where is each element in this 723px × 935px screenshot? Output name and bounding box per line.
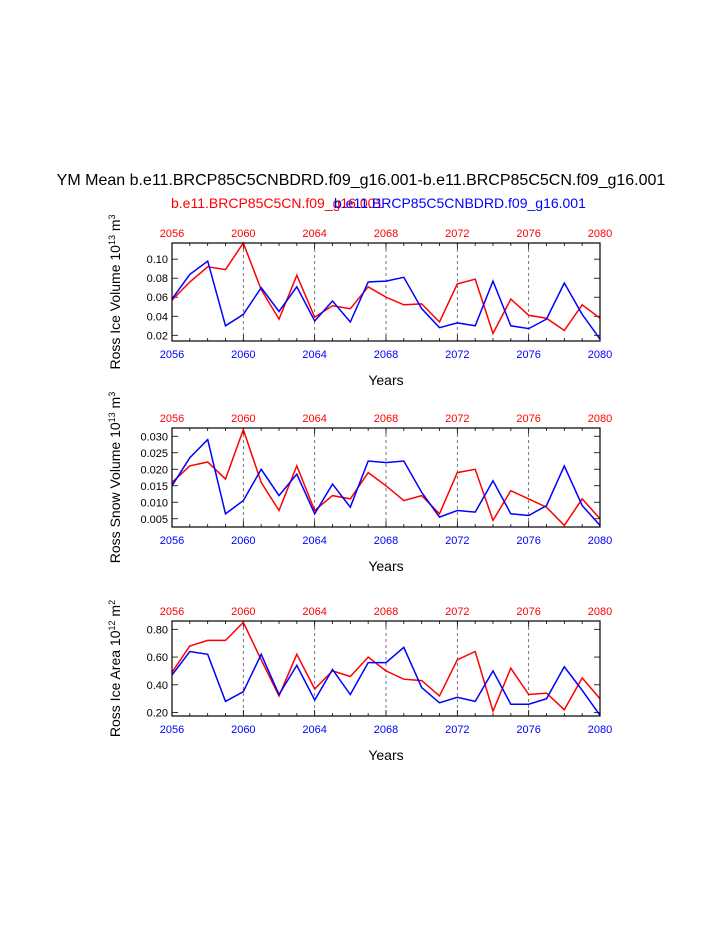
y-tick-label: 0.20: [147, 708, 168, 720]
x-tick-label-bottom: 2064: [302, 724, 326, 736]
y-tick-label: 0.10: [147, 254, 168, 266]
x-tick-label-bottom: 2076: [516, 535, 540, 547]
x-tick-label-bottom: 2060: [231, 349, 255, 361]
x-tick-label-top: 2060: [231, 413, 255, 425]
chart-panel-1: 0.02 0.04 0.06 0.08 0.10 2056 2056 2060 2060 2064…: [107, 214, 612, 388]
y-axis-label: Ross Snow Volume 1013 m3: [107, 392, 123, 563]
y-tick-label: 0.40: [147, 680, 168, 692]
series-line-blue: [171, 646, 601, 716]
x-tick-label-bottom: 2060: [231, 724, 255, 736]
x-tick-label-top: 2072: [445, 413, 469, 425]
x-tick-label-top: 2076: [516, 228, 540, 240]
x-tick-label-bottom: 2068: [374, 535, 398, 547]
x-tick-label-top: 2076: [516, 606, 540, 618]
chart-panels: 0.02 0.04 0.06 0.08 0.10 2056 2056 2060 2060 2064…: [107, 214, 612, 763]
plot-frame: [171, 242, 601, 342]
y-tick-label: 0.08: [147, 273, 168, 285]
x-tick-label-top: 2072: [445, 606, 469, 618]
series-line-blue: [171, 438, 601, 526]
y-tick-label: 0.80: [147, 624, 168, 636]
x-tick-label-bottom: 2056: [160, 349, 184, 361]
chart-panel-3: 0.20 0.40 0.60 0.80 2056 2056 2060 2060 2064 2064…: [107, 600, 612, 763]
x-tick-label-bottom: 2076: [516, 724, 540, 736]
x-tick-label-bottom: 2080: [588, 535, 612, 547]
y-tick-label: 0.005: [140, 514, 168, 526]
x-axis-label: Years: [368, 372, 403, 388]
x-tick-label-bottom: 2064: [302, 349, 326, 361]
x-tick-label-top: 2064: [302, 413, 326, 425]
x-tick-label-top: 2064: [302, 606, 326, 618]
y-tick-label: 0.06: [147, 292, 168, 304]
legend-label-red: b.e11.BRCP85C5CN.f09_g16.001: [171, 195, 383, 211]
y-tick-label: 0.010: [140, 497, 168, 509]
x-tick-label-bottom: 2080: [588, 349, 612, 361]
x-tick-label-top: 2076: [516, 413, 540, 425]
y-tick-label: 0.04: [147, 311, 168, 323]
x-tick-label-bottom: 2068: [374, 349, 398, 361]
x-tick-label-bottom: 2072: [445, 349, 469, 361]
x-tick-label-bottom: 2068: [374, 724, 398, 736]
x-tick-label-top: 2056: [160, 413, 184, 425]
x-tick-label-top: 2064: [302, 228, 326, 240]
x-tick-label-bottom: 2072: [445, 724, 469, 736]
x-tick-label-top: 2056: [160, 228, 184, 240]
x-tick-label-bottom: 2072: [445, 535, 469, 547]
x-axis-label: Years: [368, 558, 403, 574]
x-tick-label-top: 2068: [374, 228, 398, 240]
y-tick-label: 0.60: [147, 652, 168, 664]
x-tick-label-top: 2080: [588, 606, 612, 618]
x-tick-label-top: 2080: [588, 228, 612, 240]
y-tick-label: 0.025: [140, 448, 168, 460]
y-tick-label: 0.02: [147, 330, 168, 342]
x-tick-label-top: 2068: [374, 413, 398, 425]
plot-frame: [171, 620, 601, 717]
legend-label-blue: b.e11.BRCP85C5CNBDRD.f09_g16.001: [334, 195, 586, 211]
x-tick-label-top: 2080: [588, 413, 612, 425]
y-axis-label: Ross Ice Area 1012 m2: [107, 600, 123, 737]
y-axis-label: Ross Ice Volume 1013 m3: [107, 214, 123, 369]
y-tick-label: 0.030: [140, 431, 168, 443]
chart-panel-2: 0.005 0.010 0.015 0.020 0.025 0.030 2056 2056 20…: [107, 392, 612, 574]
series-line-red: [171, 427, 601, 527]
y-tick-label: 0.020: [140, 464, 168, 476]
x-tick-label-bottom: 2080: [588, 724, 612, 736]
x-tick-label-bottom: 2060: [231, 535, 255, 547]
plot-frame: [171, 427, 601, 528]
x-tick-label-top: 2060: [231, 228, 255, 240]
x-tick-label-bottom: 2076: [516, 349, 540, 361]
x-tick-label-top: 2068: [374, 606, 398, 618]
x-tick-label-top: 2060: [231, 606, 255, 618]
x-axis-label: Years: [368, 747, 403, 763]
main-title: YM Mean b.e11.BRCP85C5CNBDRD.f09_g16.001…: [57, 172, 666, 189]
x-tick-label-bottom: 2056: [160, 724, 184, 736]
x-tick-label-top: 2072: [445, 228, 469, 240]
y-tick-label: 0.015: [140, 481, 168, 493]
x-tick-label-top: 2056: [160, 606, 184, 618]
series-line-blue: [171, 259, 601, 340]
x-tick-label-bottom: 2064: [302, 535, 326, 547]
series-line-red: [171, 621, 601, 714]
x-tick-label-bottom: 2056: [160, 535, 184, 547]
